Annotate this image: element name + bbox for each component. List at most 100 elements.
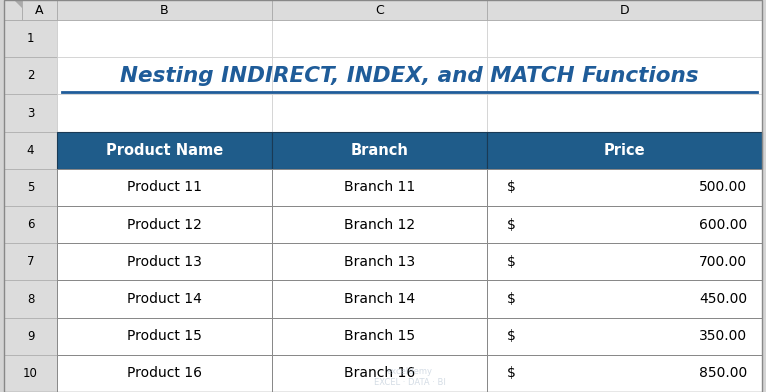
Bar (272, 318, 487, 355)
Bar (272, 280, 487, 318)
Text: $: $ (507, 218, 516, 232)
Text: 3: 3 (27, 107, 34, 120)
Bar (57, 355, 272, 392)
Bar (57, 57, 272, 94)
Text: Branch 16: Branch 16 (344, 367, 415, 380)
Text: 450.00: 450.00 (699, 292, 747, 306)
Text: Product 12: Product 12 (127, 218, 202, 232)
Text: Product 16: Product 16 (127, 367, 202, 380)
Text: Product 14: Product 14 (127, 292, 202, 306)
Bar (272, 206, 487, 243)
Bar (57, 206, 272, 243)
Text: 9: 9 (27, 330, 34, 343)
Bar (487, 355, 762, 392)
Text: Price: Price (604, 143, 645, 158)
Text: 7: 7 (27, 255, 34, 268)
Text: $: $ (507, 255, 516, 269)
Bar (57, 169, 272, 206)
Bar (272, 206, 487, 243)
Bar (487, 132, 762, 169)
Bar (272, 132, 487, 169)
Bar (487, 280, 762, 318)
Text: 6: 6 (27, 218, 34, 231)
Bar (4, 57, 57, 94)
Text: Branch: Branch (351, 143, 408, 158)
Bar (272, 355, 487, 392)
Text: Product 15: Product 15 (127, 329, 202, 343)
Text: Branch 14: Branch 14 (344, 292, 415, 306)
Bar (272, 20, 487, 57)
Bar (57, 0, 272, 20)
Text: 8: 8 (27, 292, 34, 305)
Text: C: C (375, 4, 384, 16)
Bar (487, 169, 762, 206)
Bar (4, 206, 57, 243)
Bar (272, 57, 487, 94)
Bar (487, 206, 762, 243)
Text: 500.00: 500.00 (699, 180, 747, 194)
Bar (272, 243, 487, 280)
Bar (487, 355, 762, 392)
Bar (4, 355, 57, 392)
Bar (487, 132, 762, 169)
Bar (272, 243, 487, 280)
Bar (57, 169, 272, 206)
Bar (272, 169, 487, 206)
Bar (487, 243, 762, 280)
Text: Nesting INDIRECT, INDEX, and MATCH Functions: Nesting INDIRECT, INDEX, and MATCH Funct… (120, 66, 699, 86)
Bar (272, 318, 487, 355)
Text: 700.00: 700.00 (699, 255, 747, 269)
Bar (272, 0, 487, 20)
Text: Product Name: Product Name (106, 143, 223, 158)
Bar (4, 318, 57, 355)
Text: Product 11: Product 11 (127, 180, 202, 194)
Polygon shape (14, 0, 22, 8)
Text: A: A (35, 4, 44, 16)
Bar (487, 318, 762, 355)
Bar (272, 132, 487, 169)
Bar (487, 318, 762, 355)
Bar (57, 94, 272, 132)
Bar (57, 318, 272, 355)
Bar (57, 318, 272, 355)
Bar (4, 0, 22, 20)
Text: $: $ (507, 180, 516, 194)
Bar (272, 169, 487, 206)
Bar (57, 206, 272, 243)
Bar (487, 206, 762, 243)
Text: $: $ (507, 367, 516, 380)
Text: Branch 11: Branch 11 (344, 180, 415, 194)
Text: 850.00: 850.00 (699, 367, 747, 380)
Bar (57, 280, 272, 318)
Bar (272, 94, 487, 132)
Text: Branch 13: Branch 13 (344, 255, 415, 269)
Bar (57, 20, 272, 57)
Bar (4, 243, 57, 280)
Text: 10: 10 (23, 367, 38, 380)
Text: $: $ (507, 292, 516, 306)
Text: Branch 15: Branch 15 (344, 329, 415, 343)
Text: $: $ (507, 329, 516, 343)
Bar (487, 243, 762, 280)
Bar (4, 132, 57, 169)
Text: D: D (620, 4, 630, 16)
Bar (57, 243, 272, 280)
Text: B: B (160, 4, 169, 16)
Bar (57, 243, 272, 280)
Bar (487, 57, 762, 94)
Bar (487, 0, 762, 20)
Bar (4, 94, 57, 132)
Bar (57, 132, 272, 169)
Bar (57, 355, 272, 392)
Bar (487, 280, 762, 318)
Text: 5: 5 (27, 181, 34, 194)
Text: Branch 12: Branch 12 (344, 218, 415, 232)
Bar (57, 132, 272, 169)
Text: 1: 1 (27, 32, 34, 45)
Bar (487, 94, 762, 132)
Bar (272, 280, 487, 318)
Text: 4: 4 (27, 144, 34, 157)
Bar (4, 169, 57, 206)
Bar (22, 0, 57, 20)
Bar (4, 280, 57, 318)
